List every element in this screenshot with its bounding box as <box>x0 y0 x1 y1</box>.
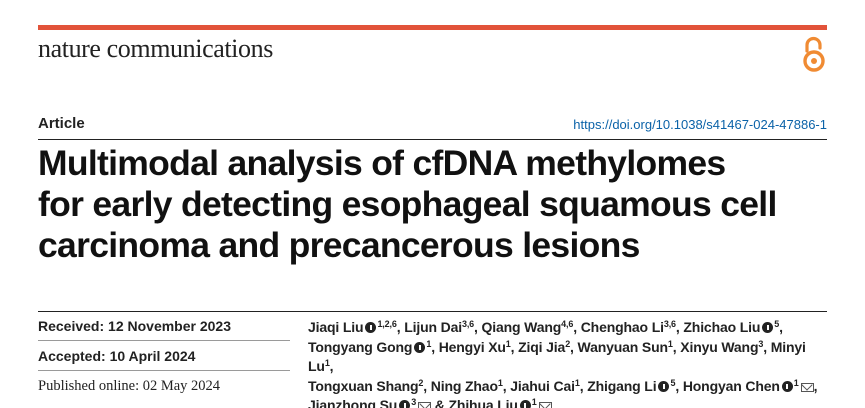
orcid-icon[interactable] <box>519 400 531 408</box>
doi-link[interactable]: https://doi.org/10.1038/s41467-024-47886… <box>573 117 827 132</box>
author-list: Jiaqi Liu 1,2,6, Lijun Dai3,6, Qiang Wang… <box>308 318 828 408</box>
author-affiliation: 2 <box>565 338 571 349</box>
received-date: Received: 12 November 2023 <box>38 311 308 341</box>
author-affiliation: 3 <box>758 338 764 349</box>
author-name[interactable]: Hongyan Chen <box>682 377 780 394</box>
author-name[interactable]: Xinyu Wang <box>680 338 759 355</box>
author-affiliation: 3 <box>411 397 417 408</box>
orcid-icon[interactable] <box>414 341 426 353</box>
author-affiliation: 1 <box>497 377 503 388</box>
author-affiliation: 3,6 <box>461 319 475 329</box>
author-affiliation: 1 <box>324 358 330 369</box>
journal-accent-bar <box>38 25 827 30</box>
author-name[interactable]: Zhichao Liu <box>683 319 761 335</box>
journal-name[interactable]: nature communications <box>38 34 273 63</box>
author-name[interactable]: Jiahui Cai <box>510 377 575 394</box>
title-line: for early detecting esophageal squamous … <box>38 184 777 224</box>
dates-top-rule <box>38 311 827 312</box>
author-affiliation: 5 <box>774 319 780 329</box>
date-separator <box>38 370 290 371</box>
author-name[interactable]: Qiang Wang <box>481 319 562 335</box>
orcid-icon[interactable] <box>365 322 377 333</box>
author-name[interactable]: Tongxuan Shang <box>308 377 419 394</box>
orcid-icon[interactable] <box>399 400 411 408</box>
date-separator <box>38 340 290 341</box>
author-name[interactable]: Lijun Dai <box>404 319 462 335</box>
article-type: Article <box>38 115 85 132</box>
author-name[interactable]: Zhihua Liu <box>448 397 518 408</box>
author-affiliation: 1 <box>426 338 432 349</box>
author-name[interactable]: Hengyi Xu <box>438 338 506 355</box>
mail-icon[interactable] <box>418 402 432 408</box>
author-name[interactable]: Ning Zhao <box>430 377 498 394</box>
article-title: Multimodal analysis of cfDNA methylomes … <box>38 143 838 266</box>
author-name[interactable]: Tongyang Gong <box>308 338 413 355</box>
author-name[interactable]: Minyi Lu <box>308 338 806 375</box>
author-name[interactable]: Wanyuan Sun <box>577 338 669 355</box>
title-top-rule <box>38 139 827 140</box>
author-name[interactable]: Zhigang Li <box>587 377 657 394</box>
author-affiliation: 1 <box>574 377 580 388</box>
orcid-icon[interactable] <box>781 380 793 392</box>
author-affiliation: 1 <box>667 338 673 349</box>
orcid-icon[interactable] <box>658 380 670 392</box>
author-affiliation: 2 <box>418 377 424 388</box>
mail-icon[interactable] <box>800 382 814 392</box>
title-line: Multimodal analysis of cfDNA methylomes <box>38 143 726 183</box>
author-affiliation: 5 <box>670 377 676 388</box>
orcid-icon[interactable] <box>762 322 774 333</box>
open-access-icon[interactable] <box>800 34 828 74</box>
mail-icon[interactable] <box>538 402 552 408</box>
author-affiliation: 3,6 <box>663 319 676 329</box>
author-name[interactable]: Chenghao Li <box>580 319 664 335</box>
author-name[interactable]: Jianzhong Su <box>308 397 398 408</box>
author-name[interactable]: Jiaqi Liu <box>308 319 364 335</box>
author-affiliation: 1 <box>505 338 511 349</box>
article-dates: Received: 12 November 2023 Accepted: 10 … <box>38 311 308 401</box>
author-name[interactable]: Ziqi Jia <box>518 338 566 355</box>
author-affiliation: 1 <box>793 377 799 388</box>
title-line: carcinoma and precancerous lesions <box>38 225 640 265</box>
published-date: Published online: 02 May 2024 <box>38 378 221 394</box>
accepted-date: Accepted: 10 April 2024 <box>38 341 308 371</box>
author-affiliation: 1,2,6 <box>377 319 397 329</box>
author-affiliation: 1 <box>531 397 537 408</box>
author-affiliation: 4,6 <box>561 319 574 329</box>
article-meta-row: Article https://doi.org/10.1038/s41467-0… <box>38 114 827 136</box>
